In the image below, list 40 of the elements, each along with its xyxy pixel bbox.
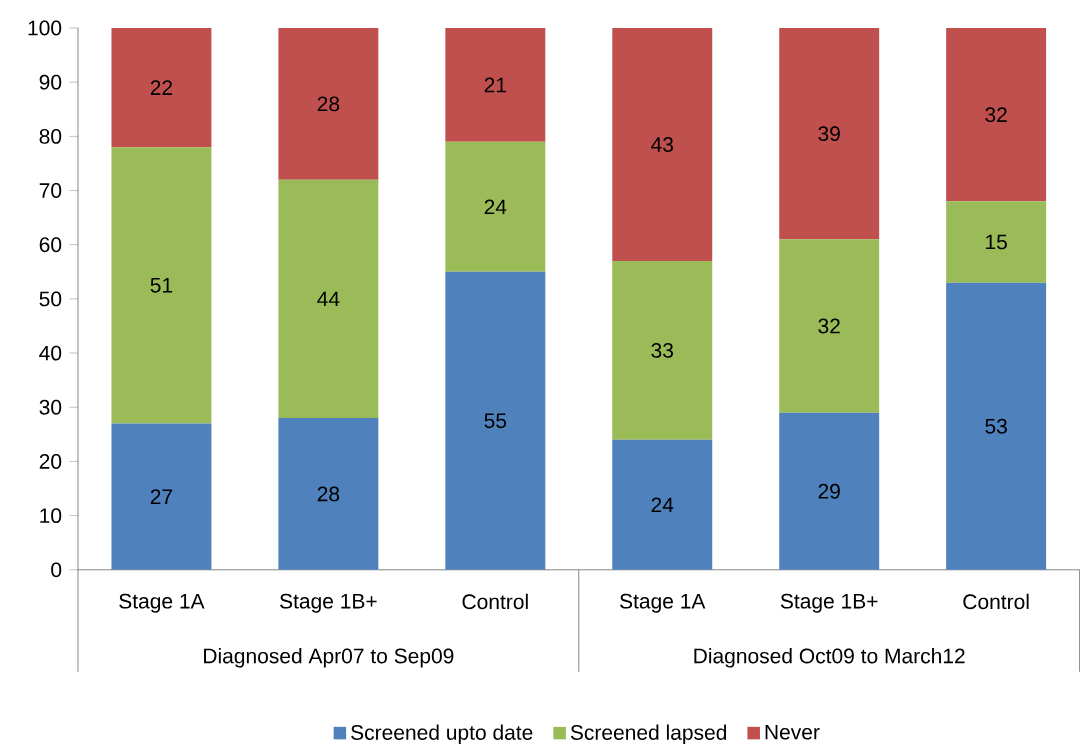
- x-tick-label: Stage 1A: [620, 593, 706, 613]
- x-tick-label: Control: [462, 593, 528, 610]
- data-label: 55: [484, 413, 507, 429]
- data-label: 32: [985, 107, 1007, 123]
- data-label: 43: [651, 137, 674, 152]
- text: Diagnosed Apr07 to Sep09: [204, 648, 454, 668]
- text: Diagnosed Oct09 to March12: [694, 648, 965, 668]
- data-label: 29: [818, 483, 840, 499]
- data-label: 27: [150, 489, 173, 505]
- y-tick-label: 80: [39, 129, 62, 144]
- y-tick-label: 60: [39, 237, 62, 253]
- y-tick-label: 90: [39, 74, 62, 90]
- data-label: 32: [818, 318, 840, 334]
- y-tick-label: 20: [39, 454, 62, 469]
- x-tick-label: Stage 1B+: [780, 593, 878, 613]
- y-tick-label: 0: [51, 562, 62, 578]
- data-label: 22: [150, 80, 173, 95]
- data-label: 33: [651, 343, 674, 358]
- y-tick-label: 100: [28, 20, 62, 36]
- legend-label: Screened lapsed: [570, 724, 727, 745]
- data-label: 24: [651, 497, 674, 513]
- y-tick-label: 10: [40, 508, 62, 524]
- x-tick-label: Stage 1A: [119, 593, 205, 613]
- y-tick-label: 50: [39, 291, 62, 307]
- data-label: 39: [818, 126, 840, 142]
- legend-label: Never: [765, 724, 820, 740]
- data-label: 51: [150, 278, 173, 293]
- y-tick-label: 30: [39, 399, 62, 415]
- data-label: 15: [986, 234, 1007, 250]
- x-tick-label: Stage 1B+: [280, 593, 377, 613]
- data-label: 28: [317, 96, 340, 112]
- data-label: 24: [484, 199, 507, 215]
- data-label: 53: [985, 418, 1007, 434]
- data-label: 21: [484, 77, 506, 93]
- legend-label: Screened upto date: [351, 724, 533, 745]
- data-label: 44: [317, 291, 340, 307]
- y-tick-label: 40: [39, 345, 62, 361]
- x-tick-label: Control: [963, 593, 1029, 610]
- data-label: 28: [317, 486, 340, 502]
- y-tick-label: 70: [39, 183, 62, 199]
